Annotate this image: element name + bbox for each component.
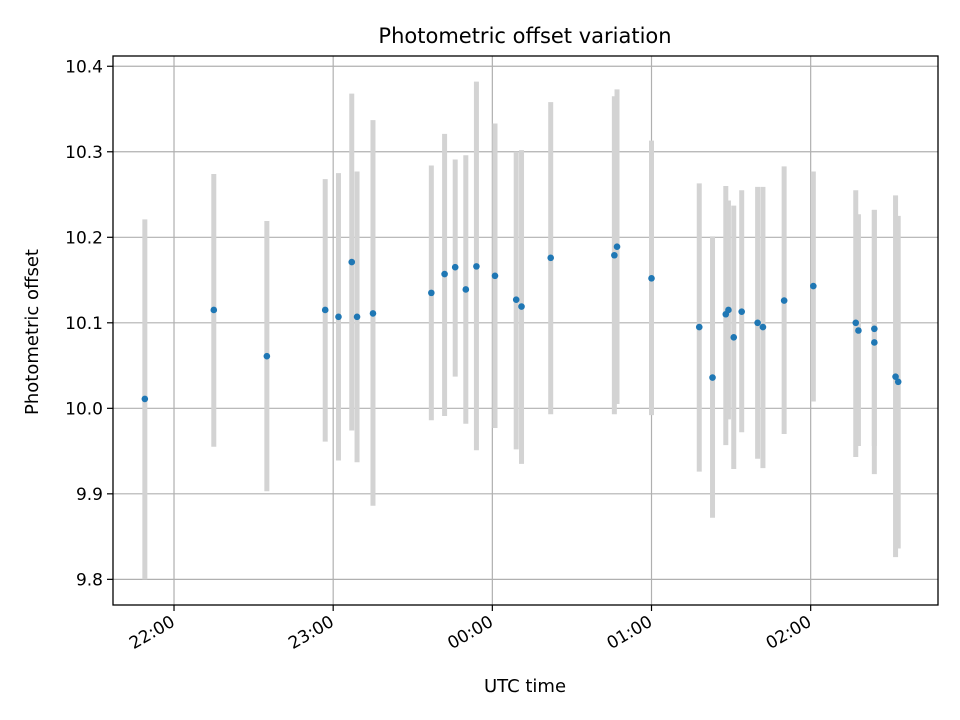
data-point xyxy=(855,327,862,334)
data-point xyxy=(353,313,361,321)
data-point xyxy=(810,282,817,290)
data-point xyxy=(547,254,555,262)
data-point xyxy=(141,395,149,403)
data-point xyxy=(348,258,356,266)
data-point xyxy=(473,263,480,270)
data-point xyxy=(210,306,218,314)
data-point xyxy=(730,334,738,341)
data-point xyxy=(648,275,655,282)
data-point xyxy=(871,339,878,346)
data-points xyxy=(141,243,902,403)
data-point xyxy=(518,303,525,310)
x-axis-title: UTC time xyxy=(484,676,566,697)
data-point xyxy=(894,378,902,386)
data-point xyxy=(709,374,716,381)
data-point xyxy=(759,323,767,331)
y-axis-ticks: 9.8 9.9 10.0 10.1 10.2 10.3 10.4 xyxy=(65,57,113,590)
data-point xyxy=(321,306,329,314)
data-point xyxy=(428,289,435,297)
data-point xyxy=(611,251,618,259)
data-point xyxy=(263,352,271,360)
data-point xyxy=(512,296,520,304)
data-point xyxy=(451,263,459,271)
data-point xyxy=(613,243,621,250)
y-tick-label: 10.3 xyxy=(65,143,103,163)
data-point xyxy=(780,297,788,304)
y-tick-label: 9.8 xyxy=(76,570,103,590)
y-tick-label: 10.2 xyxy=(65,228,103,248)
y-tick-label: 10.4 xyxy=(65,57,103,77)
y-axis-title: Photometric offset xyxy=(22,249,43,415)
data-point xyxy=(695,323,703,331)
data-point xyxy=(335,313,342,321)
y-tick-label: 10.0 xyxy=(65,399,103,419)
data-point xyxy=(871,325,878,333)
data-point xyxy=(369,310,377,317)
chart-title: Photometric offset variation xyxy=(378,24,671,48)
data-point xyxy=(738,308,745,315)
data-point xyxy=(462,286,470,293)
y-tick-label: 9.9 xyxy=(76,485,103,505)
data-point xyxy=(491,272,499,280)
y-tick-label: 10.1 xyxy=(65,314,103,334)
data-point xyxy=(754,319,761,327)
data-point xyxy=(852,319,860,327)
grid xyxy=(113,56,938,605)
data-point xyxy=(725,306,732,314)
plot-frame xyxy=(112,55,939,606)
data-point xyxy=(441,270,448,278)
data-point xyxy=(892,373,899,380)
